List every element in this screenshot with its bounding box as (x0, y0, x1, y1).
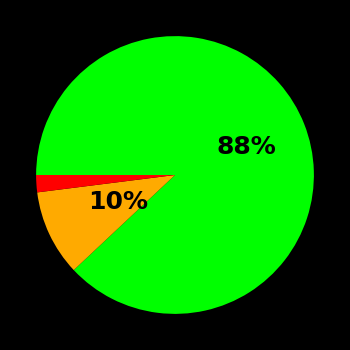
Wedge shape (36, 36, 314, 314)
Text: 88%: 88% (216, 135, 276, 159)
Wedge shape (37, 175, 175, 270)
Text: 10%: 10% (89, 190, 148, 214)
Wedge shape (36, 175, 175, 192)
